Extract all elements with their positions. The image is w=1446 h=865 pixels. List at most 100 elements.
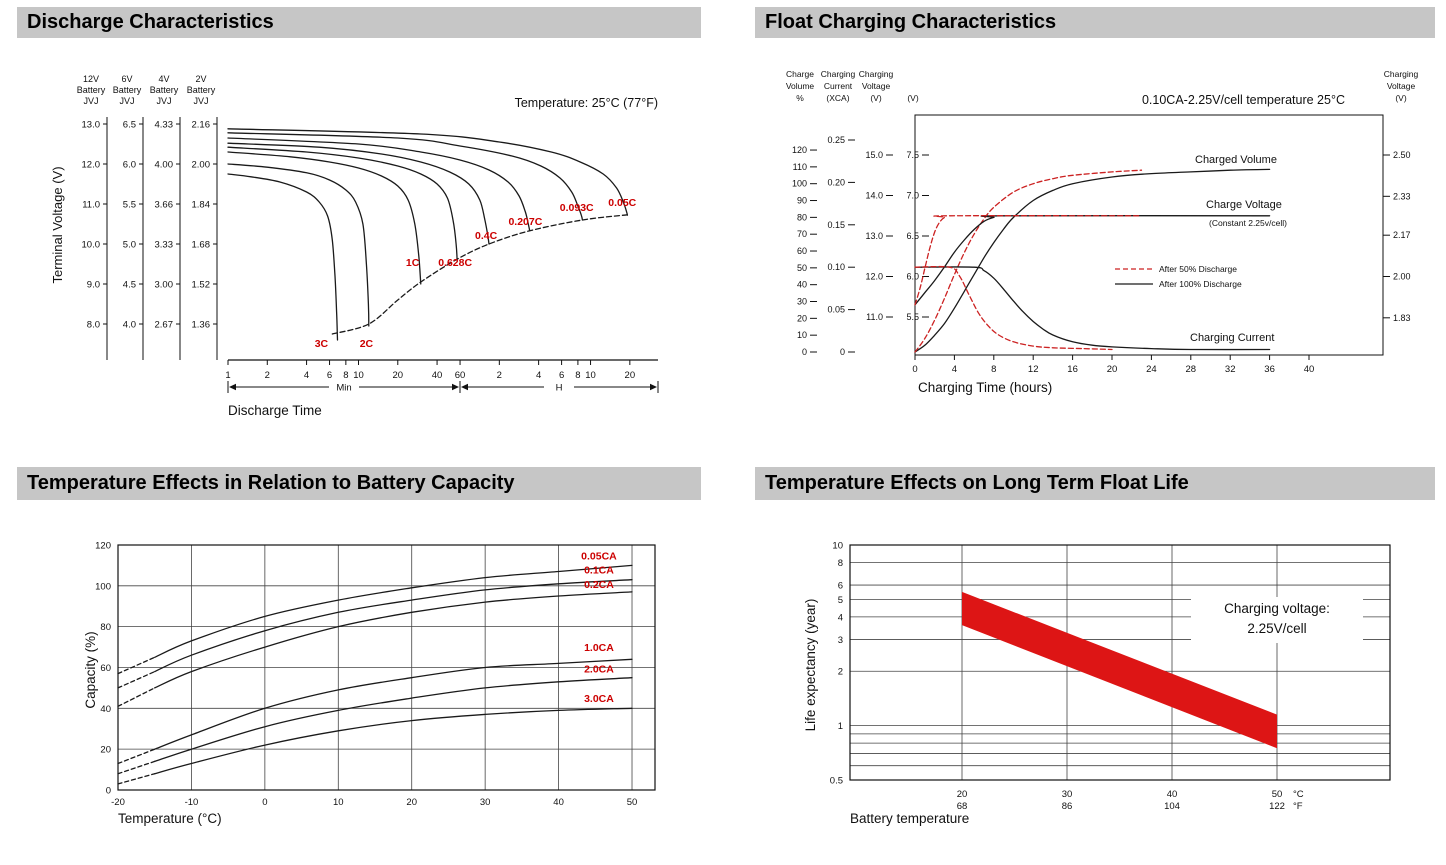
- x-tick-label: 50: [627, 797, 638, 808]
- series-0.05CA-dashed: [117, 656, 156, 675]
- voltage-scale-value: 1.84: [192, 200, 211, 211]
- voltage-scale-value: 4.5: [123, 280, 136, 291]
- axis-tick-label: 11.0: [866, 312, 883, 322]
- axis-tick-label: 20: [797, 313, 807, 323]
- series-label: 3.0CA: [584, 693, 614, 705]
- x-tick-label: 0: [912, 364, 917, 375]
- series-0.1CA-dashed: [117, 670, 156, 689]
- x-tick-label: 4: [304, 370, 309, 381]
- voltage-scale-value: 1.52: [192, 280, 211, 291]
- series-charged-volume-50: [914, 169, 1143, 353]
- axis-tick-label: 0: [802, 347, 807, 357]
- dim-label: H: [556, 383, 563, 394]
- voltage-scale-header: 4V: [158, 74, 169, 84]
- voltage-scale-value: 3.00: [155, 280, 174, 291]
- voltage-scale-value: 2.00: [192, 160, 211, 171]
- axis-header: (XCA): [826, 93, 849, 103]
- voltage-scale-value: 11.0: [82, 200, 100, 211]
- axis-tick-label: 110: [793, 162, 807, 172]
- series-0.093C: [227, 132, 584, 221]
- y-tick-label: 20: [100, 745, 111, 756]
- axis-header: Current: [824, 81, 853, 91]
- series-2C: [227, 163, 370, 327]
- panel-title-float-life: Temperature Effects on Long Term Float L…: [755, 467, 1435, 500]
- series-charged-volume-100: [914, 168, 1271, 353]
- voltage-scale-value: 12.0: [82, 160, 101, 171]
- rate-label: 0.05C: [608, 197, 636, 209]
- y-tick-label: 3: [838, 635, 843, 646]
- axis-tick-label: 70: [797, 229, 807, 239]
- voltage-scale-value: 10.0: [82, 240, 101, 251]
- arrow-head-left: [229, 383, 236, 391]
- voltage-scale-header: Battery: [187, 85, 216, 95]
- voltage-scale-header: Battery: [113, 85, 142, 95]
- y-tick-label: 40: [100, 704, 111, 715]
- rate-label: 0.628C: [438, 257, 472, 269]
- life-expectancy-band: [962, 591, 1277, 749]
- series-0.4C: [227, 142, 490, 245]
- axis-header: %: [796, 93, 804, 103]
- y-tick-label: 100: [95, 581, 111, 592]
- axis-header: (V): [870, 93, 882, 103]
- axis-tick-label: 5.5: [906, 312, 919, 322]
- voltage-scale-header: 2V: [195, 74, 206, 84]
- axis-tick-label: 15.0: [865, 150, 883, 160]
- rate-label: 0.093C: [560, 202, 594, 214]
- rate-label: 3C: [315, 338, 329, 350]
- y-axis-title: Capacity (%): [83, 631, 98, 708]
- voltage-scale-value: 4.33: [155, 120, 174, 131]
- x-tick-label: 40: [553, 797, 564, 808]
- x-tick-label: 20: [625, 370, 636, 381]
- x-tick-label: 12: [1028, 364, 1039, 375]
- voltage-scale-value: 5.5: [123, 200, 136, 211]
- x-tick-label: 16: [1067, 364, 1078, 375]
- x-tick-label: -20: [111, 797, 125, 808]
- voltage-scale-header: 12V: [83, 74, 99, 84]
- label-constant: (Constant 2.25v/cell): [1209, 218, 1287, 228]
- x-axis-title: Discharge Time: [228, 403, 322, 418]
- chart-note: 0.10CA-2.25V/cell temperature 25°C: [1142, 93, 1345, 107]
- plot-frame: [914, 114, 1384, 356]
- x-tick-label: 60: [455, 370, 466, 381]
- x-tick-fahrenheit: 86: [1062, 801, 1073, 812]
- voltage-scale-value: 2.16: [192, 120, 211, 131]
- series-2.0CA: [154, 677, 633, 763]
- series-0.628C: [227, 146, 458, 261]
- series-2.0CA-dashed: [117, 760, 156, 775]
- voltage-scale-value: 8.0: [87, 320, 100, 331]
- x-tick-label: 30: [480, 797, 491, 808]
- voltage-scale-header: Battery: [150, 85, 179, 95]
- voltage-scale-header: JVJ: [119, 96, 134, 106]
- axis-tick-label: 6.5: [906, 231, 919, 241]
- panel-title-float-charging: Float Charging Characteristics: [755, 7, 1435, 38]
- voltage-scale-value: 9.0: [87, 280, 100, 291]
- axis-tick-label: 2.33: [1393, 191, 1411, 201]
- voltage-scale-value: 2.67: [155, 320, 174, 331]
- plot-frame: [849, 544, 1391, 781]
- axis-tick-label: 14.0: [865, 191, 883, 201]
- axis-tick-label: 0.05: [827, 305, 845, 315]
- series-0.05C: [227, 128, 629, 216]
- axis-header: Charge: [786, 69, 814, 79]
- x-tick-celsius: 50: [1272, 789, 1283, 800]
- label-charge-voltage: Charge Voltage: [1206, 199, 1282, 211]
- voltage-scale-header: Battery: [77, 85, 106, 95]
- axis-tick-label: 60: [797, 246, 807, 256]
- rate-label: 2C: [360, 338, 374, 350]
- arrow-head-right: [650, 383, 657, 391]
- x-tick-label: 28: [1186, 364, 1197, 375]
- celsius-unit-label: °C: [1293, 789, 1304, 800]
- y-tick-label: 4: [838, 612, 843, 623]
- x-tick-label: 8: [343, 370, 348, 381]
- x-tick-label: 8: [991, 364, 996, 375]
- series-cutoff-voltage: [331, 214, 629, 335]
- voltage-scale-value: 6.0: [123, 160, 136, 171]
- x-tick-fahrenheit: 104: [1164, 801, 1180, 812]
- voltage-scale-header: 6V: [121, 74, 132, 84]
- voltage-scale-header: JVJ: [156, 96, 171, 106]
- series-charging-current-50: [914, 265, 1113, 351]
- rate-label: 0.4C: [475, 230, 498, 242]
- y-axis-title: Life expectancy (year): [803, 599, 818, 732]
- plot-frame: [117, 544, 656, 791]
